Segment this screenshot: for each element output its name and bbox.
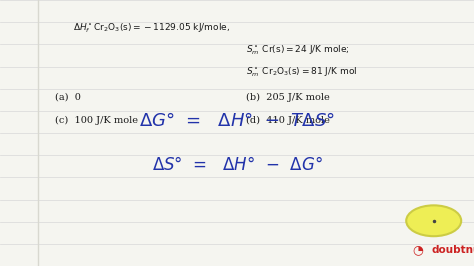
Text: ◔: ◔ bbox=[412, 244, 423, 256]
Text: $\Delta H^\circ_f \mathrm{Cr_2O_3(s)} = -1129.05\ \mathrm{kJ/mole,}$: $\Delta H^\circ_f \mathrm{Cr_2O_3(s)} = … bbox=[73, 21, 230, 35]
Text: (d)  410 J/K mole: (d) 410 J/K mole bbox=[246, 116, 330, 125]
Text: $S^\circ_m\ \mathrm{Cr_2O_3(s)} = 81\ \mathrm{J/K\ mol}$: $S^\circ_m\ \mathrm{Cr_2O_3(s)} = 81\ \m… bbox=[246, 66, 358, 79]
Text: $S^\circ_m\ \mathrm{Cr(s)} = 24\ \mathrm{J/K\ mole;}$: $S^\circ_m\ \mathrm{Cr(s)} = 24\ \mathrm… bbox=[246, 44, 350, 57]
Text: doubtnut: doubtnut bbox=[431, 245, 474, 255]
Text: (b)  205 J/K mole: (b) 205 J/K mole bbox=[246, 93, 330, 102]
Text: (c)  100 J/K mole: (c) 100 J/K mole bbox=[55, 116, 137, 125]
Text: (a)  0: (a) 0 bbox=[55, 93, 81, 102]
Text: $\Delta S°$  =   $\Delta H°$  $-$  $\Delta G°$: $\Delta S°$ = $\Delta H°$ $-$ $\Delta G°… bbox=[152, 156, 322, 174]
Text: $\Delta G°$  =   $\Delta H°$  $-$  $T\Delta S°$: $\Delta G°$ = $\Delta H°$ $-$ $T\Delta S… bbox=[139, 112, 335, 130]
Circle shape bbox=[406, 205, 461, 236]
